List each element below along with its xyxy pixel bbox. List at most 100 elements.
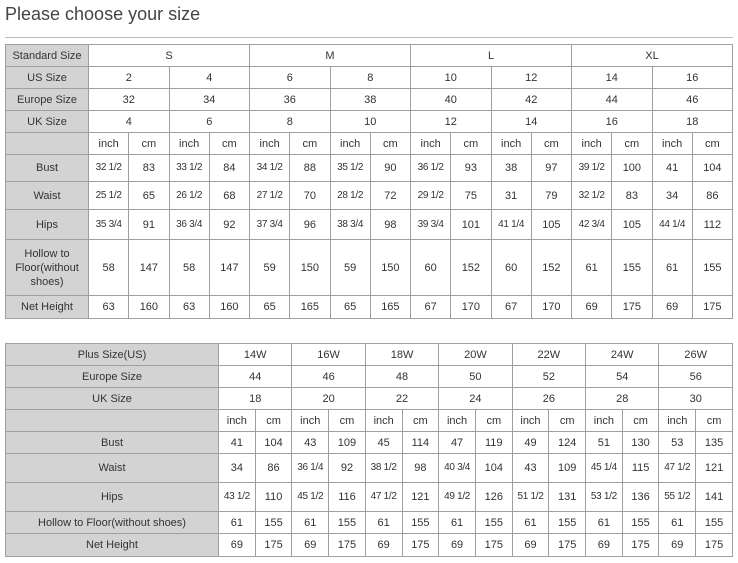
measurement-value: 86 — [691, 181, 734, 210]
measurement-value: 155 — [474, 511, 513, 534]
measurement-value: 70 — [289, 181, 331, 210]
measurement-value: 124 — [548, 431, 587, 454]
measurement-value: 165 — [289, 295, 331, 319]
size-value: 18 — [217, 387, 293, 410]
units-row: inch cm inch cm inch cm inch cm inch cm inch cm inch… — [5, 409, 733, 432]
measurement-value: 160 — [208, 295, 251, 319]
measurement-value: 170 — [530, 295, 573, 319]
measurement-value: 61 — [218, 511, 256, 534]
measurement-value: 88 — [289, 154, 331, 182]
title-divider — [5, 37, 733, 38]
measurement-value: 38 — [490, 154, 532, 182]
measurement-value: 36 3/4 — [168, 209, 210, 240]
size-value: 24 — [438, 387, 513, 410]
measurement-value: 45 1/2 — [291, 482, 330, 512]
measurement-row: Waist 34 86 36 1/4 92 38 1/2 98 40 3/4 104 43 109 4… — [5, 453, 733, 483]
measurement-value: 51 — [585, 431, 623, 454]
unit-label: inch — [585, 409, 623, 432]
measurement-value: 114 — [401, 431, 440, 454]
measurement-value: 37 3/4 — [248, 209, 291, 240]
unit-label: cm — [530, 132, 573, 155]
size-conversion-row: UK Size 4 6 8 10 12 14 16 18 — [5, 110, 733, 133]
measurement-value: 98 — [369, 209, 412, 240]
measurement-value: 47 — [438, 431, 476, 454]
measurement-value: 165 — [369, 295, 412, 319]
row-label: Hips — [5, 209, 89, 240]
unit-label: cm — [254, 409, 293, 432]
measurement-value: 175 — [328, 533, 366, 557]
measurement-value: 150 — [369, 239, 412, 296]
plus-size-chart: Plus Size(US) 14W 16W 18W 20W 22W 24W 26W Europe… — [5, 343, 733, 557]
measurement-value: 34 — [218, 453, 256, 483]
measurement-value: 116 — [328, 482, 366, 512]
measurement-value: 32 1/2 — [570, 181, 613, 210]
unit-label: cm — [548, 409, 587, 432]
measurement-row: Net Height 69 175 69 175 69 175 69 175 69 175 69 175… — [5, 533, 733, 557]
measurement-value: 175 — [474, 533, 513, 557]
measurement-value: 36 1/2 — [409, 154, 452, 182]
measurement-value: 45 1/4 — [585, 453, 623, 483]
measurement-value: 61 — [658, 511, 697, 534]
page-title: Please choose your size — [5, 4, 201, 24]
measurement-value: 92 — [328, 453, 366, 483]
measurement-row: Hips 43 1/2 110 45 1/2 116 47 1/2 121 49 1/2 126… — [5, 482, 733, 512]
row-label: Hollow to Floor(without shoes) — [5, 239, 89, 296]
size-value: 8 — [329, 66, 411, 89]
measurement-value: 152 — [530, 239, 573, 296]
standard-size-chart: Standard Size S M L XL US Size 2 4 6 8 10 12 14 16 Eur… — [5, 44, 734, 319]
empty-label — [5, 132, 89, 155]
measurement-row: Hollow to Floor(without shoes) 58 147 58 147… — [5, 239, 734, 296]
size-value: 2 — [88, 66, 170, 89]
measurement-value: 115 — [621, 453, 660, 483]
empty-label — [5, 409, 219, 432]
units-row: inch cm inch cm inch cm inch cm inch cm inch cm inch… — [5, 132, 734, 155]
measurement-value: 155 — [548, 511, 587, 534]
size-header-row: Plus Size(US) 14W 16W 18W 20W 22W 24W 26W — [5, 343, 733, 366]
measurement-value: 49 1/2 — [438, 482, 476, 512]
measurement-value: 141 — [695, 482, 733, 512]
measurement-row: Bust 32 1/2 83 33 1/2 84 34 1/2 88 35 1/2 90 36 1… — [5, 154, 734, 182]
measurement-row: Net Height 63 160 63 160 65 165 65 165 67 170 67 170… — [5, 295, 734, 319]
measurement-value: 58 — [168, 239, 210, 296]
measurement-value: 51 1/2 — [511, 482, 550, 512]
size-value: 48 — [364, 365, 440, 388]
measurement-value: 69 — [511, 533, 550, 557]
size-value: 36 — [249, 88, 331, 111]
unit-label: cm — [208, 132, 251, 155]
measurement-value: 104 — [691, 154, 734, 182]
size-value: 8 — [249, 110, 331, 133]
measurement-value: 61 — [438, 511, 476, 534]
measurement-value: 42 3/4 — [570, 209, 613, 240]
measurement-value: 131 — [548, 482, 587, 512]
measurement-row: Waist 25 1/2 65 26 1/2 68 27 1/2 70 28 1/2 72 29 … — [5, 181, 734, 210]
size-value: 46 — [291, 365, 366, 388]
row-label: Waist — [5, 453, 219, 483]
size-value: 10 — [329, 110, 411, 133]
row-label: Europe Size — [5, 88, 89, 111]
unit-label: inch — [364, 409, 403, 432]
size-value: 14 — [490, 110, 572, 133]
measurement-value: 175 — [621, 533, 660, 557]
measurement-value: 97 — [530, 154, 573, 182]
size-value: 54 — [585, 365, 660, 388]
measurement-value: 43 — [291, 431, 330, 454]
size-value: 20 — [291, 387, 366, 410]
measurement-value: 28 1/2 — [329, 181, 371, 210]
measurement-value: 69 — [364, 533, 403, 557]
unit-label: inch — [409, 132, 452, 155]
measurement-value: 136 — [621, 482, 660, 512]
measurement-value: 91 — [128, 209, 170, 240]
measurement-value: 61 — [585, 511, 623, 534]
measurement-value: 38 1/2 — [364, 453, 403, 483]
row-label: Bust — [5, 154, 89, 182]
measurement-value: 69 — [291, 533, 330, 557]
row-label: Net Height — [5, 533, 219, 557]
unit-label: cm — [621, 409, 660, 432]
measurement-value: 35 3/4 — [87, 209, 130, 240]
header-label: Plus Size(US) — [5, 343, 219, 366]
unit-label: cm — [611, 132, 653, 155]
size-value: 4 — [168, 66, 250, 89]
measurement-value: 41 — [218, 431, 256, 454]
measurement-value: 67 — [490, 295, 532, 319]
measurement-value: 96 — [289, 209, 331, 240]
